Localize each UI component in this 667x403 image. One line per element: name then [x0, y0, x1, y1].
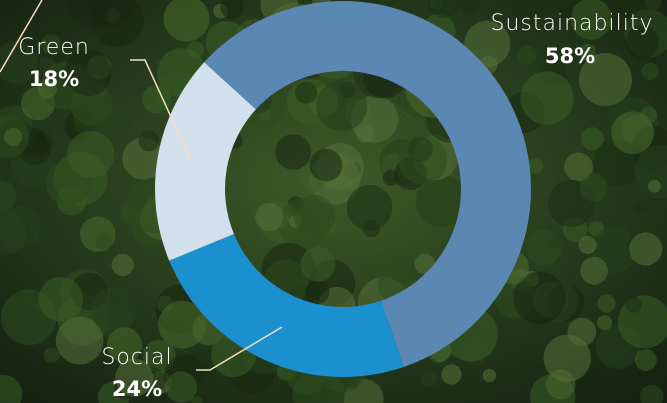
leader-line	[196, 326, 283, 371]
foliage-blob	[427, 0, 461, 18]
foliage-blob	[0, 209, 27, 256]
foliage-blob	[43, 347, 60, 363]
foliage-blob	[581, 127, 604, 151]
foliage-blob	[255, 202, 284, 231]
foliage-blob	[517, 45, 537, 65]
foliage-blob	[578, 235, 597, 254]
foliage-blob	[597, 315, 612, 331]
donut-slice	[169, 233, 404, 377]
foliage-blob	[305, 280, 330, 305]
foliage-blob	[40, 34, 61, 55]
foliage-blob	[0, 40, 38, 84]
foliage-blob	[415, 175, 468, 227]
foliage-blob	[520, 71, 574, 125]
foliage-blob	[95, 232, 112, 250]
foliage-blob	[625, 296, 642, 313]
foliage-blob	[0, 90, 18, 108]
donut	[155, 0, 531, 377]
foliage-blob	[0, 180, 17, 213]
foliage-blob	[398, 135, 448, 185]
foliage-blob	[441, 364, 462, 385]
foliage-blob	[560, 5, 574, 20]
decor-line	[0, 0, 43, 73]
foliage-blob	[579, 43, 596, 61]
foliage-blob	[564, 152, 593, 182]
foliage-blob	[220, 0, 244, 20]
foliage-blob	[543, 334, 591, 382]
foliage-blob	[547, 235, 561, 249]
foliage-blob	[625, 25, 659, 59]
foliage-blob	[165, 371, 197, 403]
foliage-blob	[577, 367, 606, 397]
foliage-blob	[106, 327, 143, 363]
foliage-blob	[67, 131, 115, 178]
slice-label: Social	[101, 345, 172, 370]
foliage-blob	[644, 0, 662, 11]
donut-slice	[204, 0, 531, 367]
foliage-blob	[346, 184, 393, 231]
foliage-blob	[0, 374, 23, 403]
foliage-blob	[639, 384, 664, 403]
foliage-blob	[38, 277, 83, 322]
foliage-blob	[309, 148, 343, 182]
foliage-blob	[579, 173, 608, 202]
foliage-blob	[190, 396, 203, 403]
foliage-blob	[91, 287, 137, 333]
foliage-blob	[111, 253, 134, 277]
foliage-blob	[580, 256, 608, 285]
foliage-blob	[641, 62, 659, 81]
leader-line	[130, 59, 193, 164]
foliage-blob	[634, 349, 657, 372]
foliage-blob	[3, 127, 23, 147]
foliage-blob	[629, 232, 663, 266]
foliage-blob	[66, 0, 112, 28]
foliage-blob	[461, 0, 479, 15]
foliage-blob	[142, 85, 171, 114]
foliage-blob	[275, 134, 312, 170]
foliage-blob	[293, 194, 336, 237]
foliage-blob	[620, 0, 647, 14]
slice-label: Green	[18, 35, 90, 60]
foliage-blob	[482, 368, 497, 383]
foliage-blob	[163, 0, 210, 42]
slice-value-label: 58%	[545, 44, 595, 68]
foliage-blob	[64, 49, 112, 97]
foliage-blob	[464, 20, 511, 67]
foliage-blob	[295, 81, 318, 104]
slice-value-label: 18%	[29, 67, 79, 91]
foliage-blob	[597, 294, 616, 313]
foliage-blob	[633, 200, 647, 215]
foliage-blob	[511, 0, 545, 27]
foliage-blob	[316, 80, 367, 132]
foliage-blob	[421, 370, 438, 387]
slice-value-label: 24%	[112, 377, 162, 401]
foliage-blob	[117, 115, 131, 130]
foliage-blob	[158, 300, 206, 349]
foliage-blob	[300, 247, 336, 282]
foliage-blob	[579, 53, 632, 106]
foliage-blob	[55, 316, 104, 365]
foliage-blob	[570, 0, 612, 40]
foliage-blob	[38, 80, 57, 99]
slice-label: Sustainability	[491, 11, 654, 36]
foliage-blob	[115, 358, 154, 397]
foliage-blob	[611, 111, 654, 155]
foliage-blob	[527, 158, 544, 175]
foliage-blob	[513, 271, 566, 325]
foliage-blob	[138, 130, 160, 152]
donut-slice	[155, 62, 256, 261]
foliage-blob	[648, 179, 661, 193]
